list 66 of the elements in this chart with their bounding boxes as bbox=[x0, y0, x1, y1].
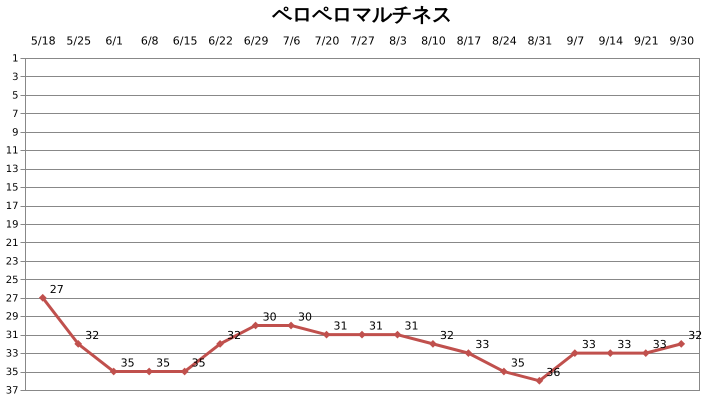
point bbox=[677, 340, 686, 348]
y-tick-label: 15 bbox=[6, 182, 18, 194]
point bbox=[322, 330, 330, 339]
point bbox=[535, 376, 544, 385]
x-tick-label: 6/8 bbox=[140, 34, 159, 48]
point bbox=[500, 368, 508, 376]
x-tick-label: 5/18 bbox=[30, 34, 56, 48]
point bbox=[38, 294, 47, 302]
y-tick-label: 13 bbox=[6, 164, 18, 176]
x-tick-label: 8/10 bbox=[421, 34, 446, 48]
y-tick-label: 21 bbox=[6, 238, 18, 249]
y-tick-label: 9 bbox=[12, 127, 18, 138]
point bbox=[216, 340, 224, 348]
y-tick-label: 23 bbox=[6, 256, 18, 268]
data-label: 31 bbox=[404, 320, 418, 333]
data-label: 32 bbox=[688, 328, 702, 342]
y-tick-label: 33 bbox=[6, 348, 18, 360]
y-tick-label: 19 bbox=[6, 220, 18, 230]
x-tick-label: 7/27 bbox=[350, 34, 375, 48]
data-label: 31 bbox=[369, 320, 383, 333]
y-tick-label: 1 bbox=[12, 54, 18, 64]
y-tick-label: 35 bbox=[6, 367, 18, 378]
point bbox=[394, 330, 402, 339]
data-label: 33 bbox=[582, 338, 596, 352]
x-tick-label: 9/14 bbox=[598, 34, 624, 48]
y-tick-label: 27 bbox=[6, 293, 18, 304]
chart-title: ペロペロマルチネス bbox=[271, 2, 452, 26]
x-tick-label: 8/31 bbox=[528, 34, 552, 48]
data-label: 30 bbox=[262, 310, 277, 324]
data-label: 35 bbox=[510, 356, 525, 370]
data-label: 31 bbox=[334, 320, 348, 333]
data-label: 35 bbox=[156, 356, 170, 370]
data-label: 30 bbox=[298, 310, 312, 324]
y-tick-label: 31 bbox=[6, 330, 18, 342]
y-tick-label: 11 bbox=[6, 146, 18, 157]
x-tick-label: 6/15 bbox=[172, 34, 198, 48]
data-label: 33 bbox=[617, 338, 632, 352]
y-tick-label: 29 bbox=[6, 312, 18, 323]
data-label: 32 bbox=[85, 328, 100, 342]
point bbox=[74, 340, 82, 348]
x-tick-label: 9/21 bbox=[634, 34, 659, 48]
y-tick-label: 5 bbox=[12, 90, 18, 102]
y-tick-label: 37 bbox=[6, 386, 18, 396]
x-tick-label: 6/1 bbox=[105, 34, 124, 48]
y-tick-label: 25 bbox=[6, 274, 18, 286]
x-tick-label: 6/29 bbox=[244, 34, 268, 48]
data-label: 33 bbox=[475, 338, 490, 352]
x-tick-label: 6/22 bbox=[208, 34, 233, 48]
x-tick-label: 7/6 bbox=[282, 34, 300, 48]
point bbox=[464, 349, 472, 357]
data-label: 35 bbox=[120, 356, 135, 370]
x-tick-label: 8/24 bbox=[492, 34, 517, 48]
y-tick-label: 3 bbox=[12, 72, 18, 83]
x-tick-label: 8/17 bbox=[456, 34, 482, 48]
y-tick-label: 17 bbox=[6, 201, 18, 212]
point bbox=[358, 330, 366, 339]
x-tick-label: 9/30 bbox=[669, 34, 694, 48]
data-label: 27 bbox=[50, 282, 64, 296]
data-label: 33 bbox=[652, 338, 667, 352]
data-label: 32 bbox=[440, 328, 454, 342]
x-tick-label: 8/3 bbox=[389, 34, 407, 48]
x-tick-label: 9/7 bbox=[566, 34, 584, 48]
x-tick-label: 5/25 bbox=[66, 34, 92, 48]
point bbox=[429, 340, 437, 348]
x-tick-label: 7/20 bbox=[314, 34, 340, 48]
y-tick-label: 7 bbox=[12, 108, 18, 120]
